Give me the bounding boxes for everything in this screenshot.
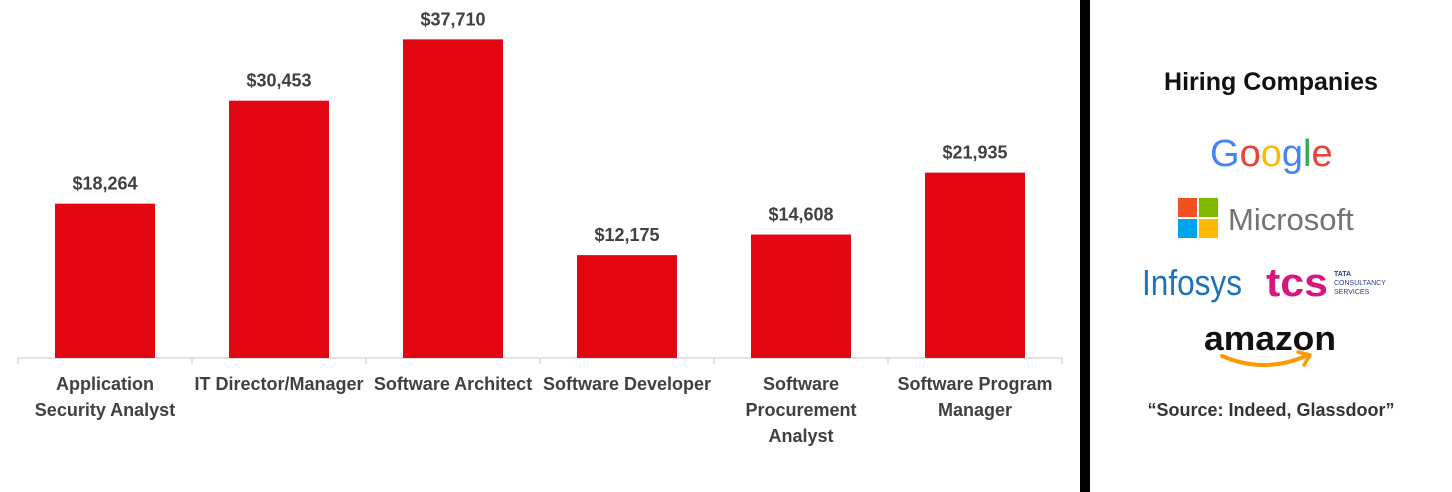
hiring-companies-panel: Hiring Companies Google Microsoft Infosy…	[1090, 0, 1452, 492]
data-label: $37,710	[420, 9, 485, 29]
chart-canvas: $18,264 Application Security Analyst $30,45…	[17, 9, 1063, 446]
microsoft-square-green	[1199, 198, 1218, 217]
data-label: $21,935	[942, 143, 1007, 163]
bar	[229, 100, 329, 358]
amazon-wordmark: amazon	[1204, 320, 1336, 358]
category-label: Software	[763, 374, 839, 394]
category-label: Application	[56, 374, 154, 394]
data-label: $18,264	[72, 174, 137, 194]
panel-title: Hiring Companies	[1164, 68, 1378, 96]
microsoft-square-blue	[1178, 219, 1197, 238]
amazon-smile-arrow	[1220, 354, 1308, 367]
svg-text:SERVICES: SERVICES	[1334, 289, 1370, 296]
category-label: Analyst	[768, 426, 833, 446]
category-label: Software Architect	[374, 374, 532, 394]
bar	[577, 255, 677, 358]
infosys-logo: Infosys	[1142, 262, 1252, 309]
category-label: Procurement	[745, 400, 856, 420]
category-label: Manager	[938, 400, 1012, 420]
category-label: Software Program	[897, 374, 1052, 394]
tcs-wordmark: tcs	[1266, 262, 1328, 304]
data-label: $30,453	[246, 71, 311, 91]
microsoft-square-red	[1178, 198, 1197, 217]
bar-chart: $18,264 Application Security Analyst $30,45…	[17, 9, 1063, 446]
bar	[403, 39, 503, 359]
microsoft-logo: Microsoft	[1178, 197, 1378, 246]
bar	[55, 203, 155, 358]
bar	[925, 172, 1025, 358]
svg-text:TATA: TATA	[1334, 271, 1351, 278]
microsoft-square-yellow	[1199, 219, 1218, 238]
category-label: IT Director/Manager	[194, 374, 363, 394]
data-label: $14,608	[768, 205, 833, 225]
google-logo: Google	[1210, 128, 1335, 183]
category-label: Security Analyst	[35, 400, 175, 420]
panel-divider	[1080, 0, 1090, 492]
svg-text:Google: Google	[1210, 133, 1333, 175]
data-label: $12,175	[594, 225, 659, 245]
microsoft-wordmark: Microsoft	[1228, 202, 1354, 237]
amazon-logo: amazon	[1202, 318, 1342, 375]
category-label: Software Developer	[543, 374, 711, 394]
bar	[751, 234, 851, 358]
tcs-logo: tcs TATA CONSULTANCY SERVICES	[1266, 261, 1406, 309]
svg-text:CONSULTANCY: CONSULTANCY	[1334, 280, 1386, 287]
infosys-wordmark: Infosys	[1142, 262, 1242, 303]
source-note: “Source: Indeed, Glassdoor”	[1147, 400, 1395, 420]
